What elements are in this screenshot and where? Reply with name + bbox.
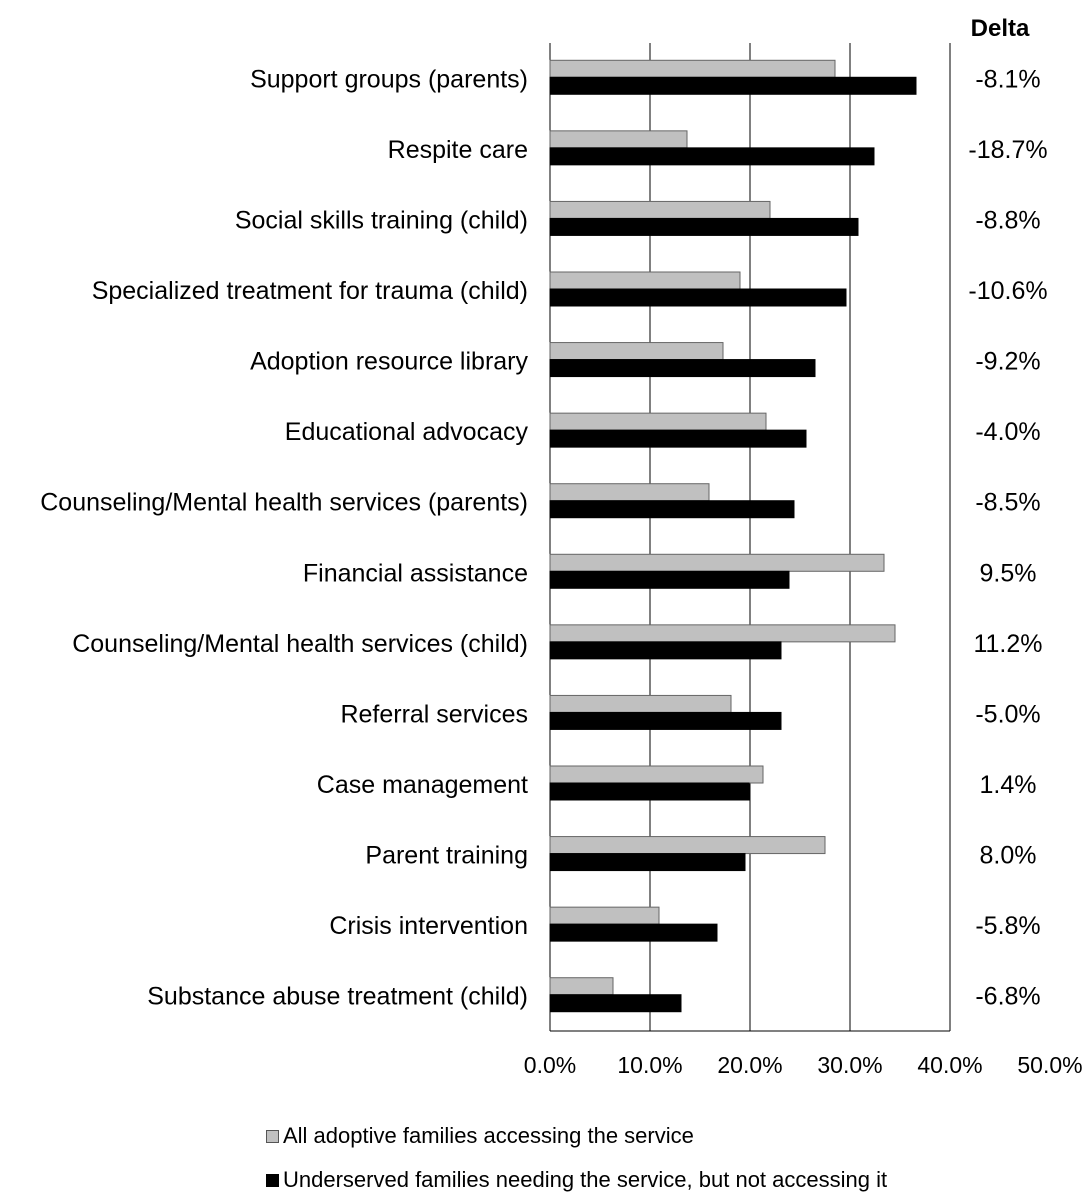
bar-underserved — [549, 429, 807, 448]
category-label: Specialized treatment for trauma (child) — [92, 277, 528, 305]
legend-item-underserved: Underserved families needing the service… — [266, 1167, 887, 1193]
category-label: Referral services — [340, 700, 528, 728]
category-label: Adoption resource library — [250, 348, 528, 376]
delta-column-title: Delta — [971, 15, 1030, 42]
bar-underserved — [549, 500, 795, 519]
bar-underserved — [549, 147, 875, 166]
legend-swatch-all-families — [266, 1129, 279, 1143]
bar-underserved — [549, 711, 782, 730]
bar-underserved — [549, 782, 750, 801]
delta-value: 8.0% — [980, 842, 1037, 870]
bar-underserved — [549, 359, 816, 378]
delta-value: -8.8% — [975, 206, 1040, 234]
category-label: Financial assistance — [303, 559, 528, 587]
bar-all-families — [549, 130, 688, 149]
bar-all-families — [549, 836, 826, 855]
category-label: Respite care — [388, 136, 528, 164]
bar-underserved — [549, 217, 859, 236]
category-label: Support groups (parents) — [250, 65, 528, 93]
bar-all-families — [549, 624, 896, 643]
bar-all-families — [549, 483, 710, 502]
category-label: Counseling/Mental health services (child… — [72, 630, 528, 658]
bar-all-families — [549, 412, 767, 431]
category-label: Parent training — [365, 842, 528, 870]
delta-value: -8.5% — [975, 489, 1040, 517]
bar-all-families — [549, 765, 764, 784]
delta-value: -5.8% — [975, 912, 1040, 940]
bar-all-families — [549, 271, 741, 290]
delta-value: 9.5% — [980, 559, 1037, 587]
bar-all-families — [549, 59, 836, 78]
bar-all-families — [549, 694, 732, 713]
bar-underserved — [549, 570, 790, 589]
x-tick-label: 40.0% — [917, 1052, 982, 1078]
delta-value: -8.1% — [975, 65, 1040, 93]
delta-value: -10.6% — [968, 277, 1047, 305]
legend-swatch-underserved — [266, 1173, 279, 1187]
bar-underserved — [549, 288, 847, 307]
category-label: Case management — [317, 771, 528, 799]
delta-value: -4.0% — [975, 418, 1040, 446]
x-tick-label: 30.0% — [817, 1052, 882, 1078]
bar-underserved — [549, 994, 682, 1013]
bar-underserved — [549, 923, 718, 942]
bar-all-families — [549, 342, 724, 361]
bar-all-families — [549, 553, 885, 572]
legend-label-all-families: All adoptive families accessing the serv… — [283, 1123, 694, 1148]
bar-all-families — [549, 977, 614, 996]
x-tick-label: 0.0% — [524, 1052, 576, 1078]
bar-all-families — [549, 200, 771, 219]
delta-value: -18.7% — [968, 136, 1047, 164]
delta-value: 11.2% — [973, 630, 1042, 658]
x-tick-label: 10.0% — [617, 1052, 682, 1078]
category-label: Substance abuse treatment (child) — [147, 983, 528, 1011]
category-label: Crisis intervention — [329, 912, 528, 940]
delta-value: -5.0% — [975, 700, 1040, 728]
category-label: Educational advocacy — [285, 418, 529, 446]
bar-underserved — [549, 76, 917, 95]
category-label: Social skills training (child) — [235, 206, 528, 234]
legend-item-all-families: All adoptive families accessing the serv… — [266, 1123, 694, 1149]
x-tick-label: 20.0% — [717, 1052, 782, 1078]
bar-all-families — [549, 906, 660, 925]
x-tick-label: 50.0% — [1017, 1052, 1082, 1078]
bar-underserved — [549, 641, 782, 660]
delta-value: -9.2% — [975, 348, 1040, 376]
delta-value: -6.8% — [975, 983, 1040, 1011]
category-label: Counseling/Mental health services (paren… — [40, 489, 528, 517]
legend-label-underserved: Underserved families needing the service… — [283, 1167, 888, 1192]
bar-underserved — [549, 853, 746, 872]
delta-value: 1.4% — [980, 771, 1037, 799]
